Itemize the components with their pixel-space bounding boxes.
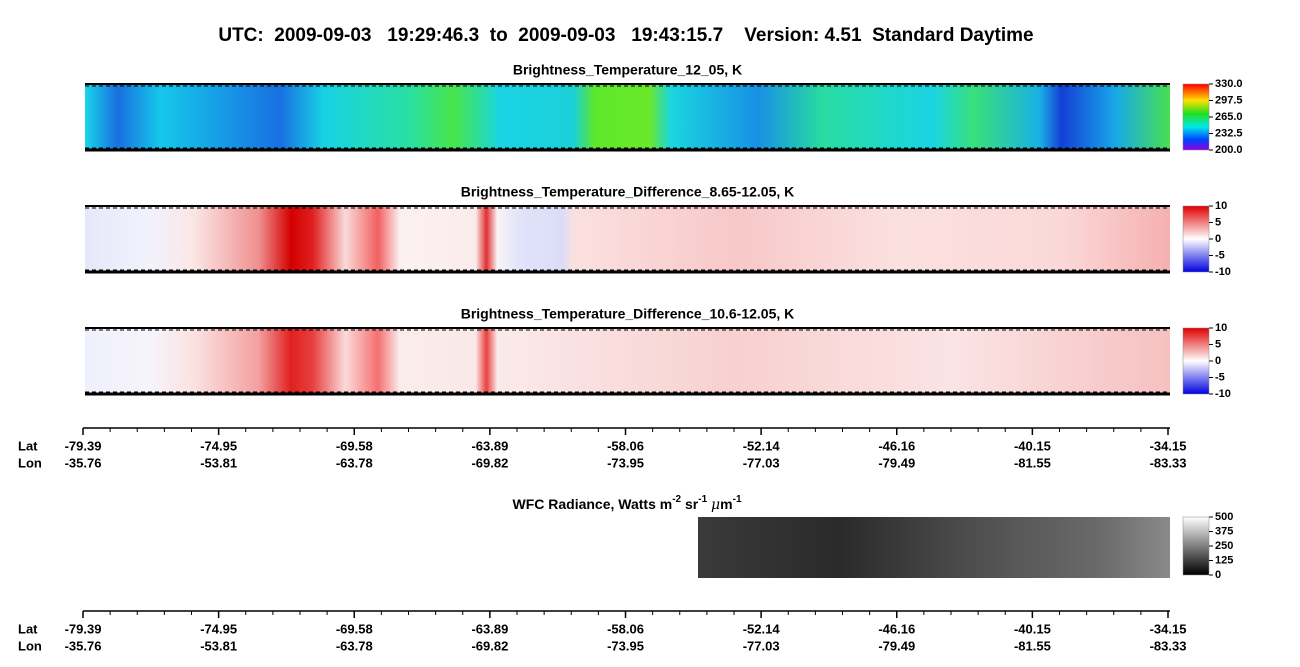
colorbar: [1182, 327, 1210, 395]
colorbar-tick-label: 10: [1215, 322, 1227, 334]
lat-value: -63.89: [471, 621, 508, 636]
title-part: sr: [681, 496, 699, 512]
colorbar: [1182, 83, 1210, 151]
lon-label: Lon: [18, 455, 42, 470]
title-part: -2: [672, 494, 681, 505]
lon-value: -63.78: [336, 638, 373, 653]
lat-value: -74.95: [200, 621, 237, 636]
title-part: μ: [711, 497, 720, 513]
colorbar: [1182, 516, 1210, 576]
title-part: m: [720, 496, 732, 512]
colorbar-tick-label: 265.0: [1215, 111, 1243, 123]
lat-value: -69.58: [336, 438, 373, 453]
heatmap: [85, 206, 1170, 272]
lon-value: -81.55: [1014, 638, 1051, 653]
lat-label: Lat: [18, 438, 38, 453]
lon-value: -83.33: [1150, 455, 1187, 470]
lat-value: -46.16: [878, 438, 915, 453]
colorbar-tick-label: -5: [1215, 249, 1225, 261]
panel-title: Brightness_Temperature_12_05, K: [513, 62, 742, 78]
title-part: -1: [733, 494, 742, 505]
colorbar-tick-label: -10: [1215, 266, 1231, 278]
lon-value: -83.33: [1150, 638, 1187, 653]
lon-value: -69.82: [471, 455, 508, 470]
lon-value: -81.55: [1014, 455, 1051, 470]
heatmap: [85, 84, 1170, 150]
lon-value: -35.76: [65, 638, 102, 653]
colorbar-tick-label: 0: [1215, 569, 1221, 581]
lat-value: -46.16: [878, 621, 915, 636]
colorbar-tick-label: 10: [1215, 200, 1227, 212]
lat-value: -52.14: [743, 438, 781, 453]
lon-value: -35.76: [65, 455, 102, 470]
colorbar-tick-label: 500: [1215, 511, 1233, 523]
colorbar-tick-label: 125: [1215, 554, 1233, 566]
colorbar-tick-label: 330.0: [1215, 78, 1243, 90]
lat-value: -52.14: [743, 621, 781, 636]
lat-value: -69.58: [336, 621, 373, 636]
lat-value: -79.39: [65, 438, 102, 453]
lon-value: -79.49: [878, 455, 915, 470]
lon-value: -73.95: [607, 638, 644, 653]
lat-label: Lat: [18, 621, 38, 636]
lon-value: -77.03: [743, 638, 780, 653]
panel-title: WFC Radiance, Watts m-2 sr-1 μm-1: [512, 494, 741, 513]
panel-title: Brightness_Temperature_Difference_8.65-1…: [461, 184, 795, 200]
colorbar-tick-label: 232.5: [1215, 127, 1243, 139]
lon-value: -77.03: [743, 455, 780, 470]
colorbar-tick-label: 200.0: [1215, 144, 1243, 156]
colorbar-tick-label: 375: [1215, 525, 1233, 537]
lon-value: -79.49: [878, 638, 915, 653]
colorbar-tick-label: 0: [1215, 355, 1221, 367]
lat-value: -40.15: [1014, 438, 1051, 453]
lon-value: -63.78: [336, 455, 373, 470]
lon-label: Lon: [18, 638, 42, 653]
colorbar: [1182, 205, 1210, 273]
lon-value: -73.95: [607, 455, 644, 470]
title-part: WFC Radiance, Watts m: [512, 496, 672, 512]
colorbar-tick-label: 5: [1215, 338, 1221, 350]
colorbar-tick-label: 250: [1215, 540, 1233, 552]
lat-value: -63.89: [471, 438, 508, 453]
lat-value: -74.95: [200, 438, 237, 453]
lon-value: -69.82: [471, 638, 508, 653]
title-part: -1: [698, 494, 707, 505]
lat-value: -40.15: [1014, 621, 1051, 636]
lon-value: -53.81: [200, 638, 237, 653]
lat-value: -58.06: [607, 438, 644, 453]
heatmap: [85, 328, 1170, 394]
lat-value: -58.06: [607, 621, 644, 636]
lat-value: -79.39: [65, 621, 102, 636]
colorbar-tick-label: 0: [1215, 233, 1221, 245]
colorbar-tick-label: 297.5: [1215, 94, 1243, 106]
lon-value: -53.81: [200, 455, 237, 470]
radiance-image: [698, 517, 1170, 578]
colorbar-tick-label: 5: [1215, 216, 1221, 228]
panel-title: Brightness_Temperature_Difference_10.6-1…: [461, 306, 795, 322]
lat-value: -34.15: [1150, 621, 1187, 636]
page-title: UTC: 2009-09-03 19:29:46.3 to 2009-09-03…: [218, 25, 1033, 46]
colorbar-tick-label: -5: [1215, 371, 1225, 383]
lat-value: -34.15: [1150, 438, 1187, 453]
colorbar-tick-label: -10: [1215, 388, 1231, 400]
